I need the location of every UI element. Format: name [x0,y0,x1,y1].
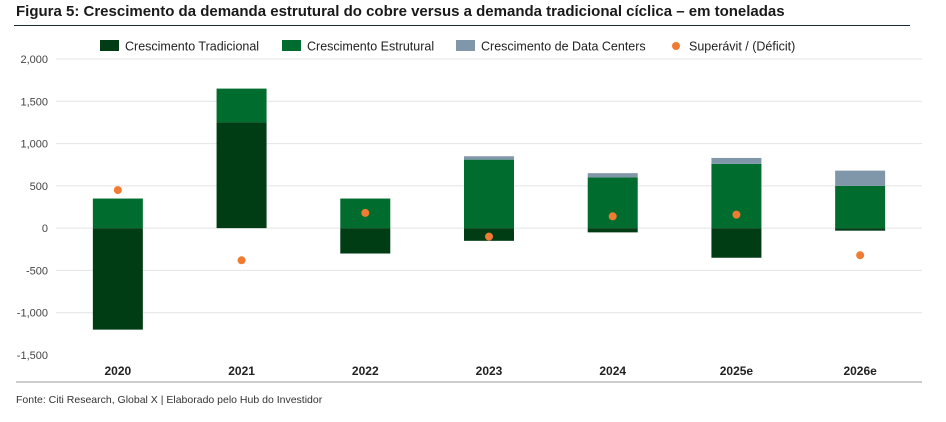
bar-tradicional [835,228,886,231]
bar-tradicional [216,122,267,229]
bar-data_centers [711,157,762,164]
legend-label: Crescimento de Data Centers [481,40,646,54]
legend-label: Crescimento Estrutural [307,40,434,54]
figure-title: Figura 5: Crescimento da demanda estrutu… [16,3,785,20]
y-tick-label: -1,500 [17,350,48,362]
legend-label: Superávit / (Déficit) [689,40,795,54]
bar-tradicional [587,228,638,233]
y-tick-label: 500 [30,181,48,193]
x-tick-label: 2025e [720,364,754,378]
point-superavit [732,210,741,219]
point-superavit [237,256,246,265]
y-tick-label: 2,000 [20,54,48,66]
bar-estrutural [92,198,143,229]
point-superavit [361,208,370,217]
x-tick-label: 2023 [476,364,503,378]
bar-data_centers [587,173,638,178]
x-tick-label: 2021 [228,364,255,378]
y-tick-label: 1,000 [20,139,48,151]
point-superavit [608,212,617,221]
legend-swatch-tradicional [100,40,119,51]
point-superavit [485,232,493,241]
title-rule [14,25,910,26]
x-tick-label: 2022 [352,364,379,378]
y-tick-label: 0 [42,223,48,235]
bar-estrutural [835,185,886,229]
bar-data_centers [835,170,886,186]
legend-label: Crescimento Tradicional [125,40,259,54]
bar-estrutural [464,159,514,229]
point-superavit [856,251,865,260]
legend-marker-superavit [672,42,680,50]
bar-tradicional [711,228,762,258]
bar-tradicional [340,228,391,254]
legend-swatch-data_centers [456,40,475,51]
point-superavit [113,186,122,195]
x-tick-label: 2024 [599,364,626,378]
y-tick-label: -1,000 [17,308,48,320]
bar-estrutural [587,177,638,229]
bar-estrutural [216,88,267,123]
legend-swatch-estrutural [282,40,301,51]
bar-data_centers [464,156,514,160]
source-note: Fonte: Citi Research, Global X | Elabora… [16,394,323,406]
bar-tradicional [92,228,143,330]
y-tick-label: 1,500 [20,96,48,108]
x-tick-label: 2020 [105,364,132,378]
y-tick-label: -500 [26,265,48,277]
x-tick-label: 2026e [843,364,877,378]
